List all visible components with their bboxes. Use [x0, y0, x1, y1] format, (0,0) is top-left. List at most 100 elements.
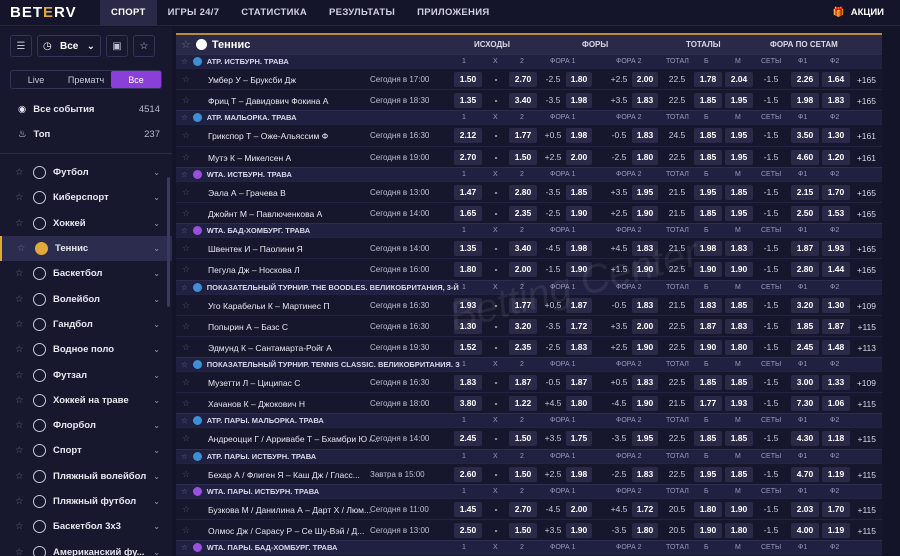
odds-b[interactable]: 1.87: [694, 318, 722, 334]
event-row[interactable]: ☆ Андреоцци Г / Арривабе Т – Бхамбри Ю /.…: [176, 427, 882, 449]
sidebar-sport-item[interactable]: ☆ Пляжный футбол ⌄: [0, 489, 172, 514]
odds-m[interactable]: 1.85: [725, 297, 753, 313]
event-teams[interactable]: Эдмунд К – Сантамарта-Ройг А: [208, 342, 332, 353]
more-markets-link[interactable]: +161: [856, 152, 876, 163]
star-icon[interactable]: ☆: [182, 377, 191, 388]
odds-o2[interactable]: 3.40: [509, 93, 537, 109]
odds-o1[interactable]: 2.45: [454, 431, 482, 447]
sidebar-sport-item[interactable]: ☆ Пляжный волейбол ⌄: [0, 464, 172, 489]
event-row[interactable]: ☆ Музетти Л – Циципас С Сегодня в 16:30 1.8…: [176, 371, 882, 393]
event-teams[interactable]: Джойнт М – Павлюченкова А: [208, 208, 323, 219]
odds-o1[interactable]: 1.35: [454, 93, 482, 109]
sidebar-sport-item[interactable]: ☆ Футбол ⌄: [0, 160, 172, 185]
odds-b[interactable]: 1.98: [694, 241, 722, 257]
odds-b[interactable]: 1.85: [694, 375, 722, 391]
star-icon[interactable]: ☆: [15, 420, 24, 432]
odds-f2o[interactable]: 1.83: [632, 93, 658, 109]
star-icon[interactable]: ☆: [182, 433, 191, 444]
star-icon[interactable]: ☆: [15, 546, 24, 556]
odds-sf2[interactable]: 1.48: [822, 339, 850, 355]
odds-b[interactable]: 1.85: [694, 205, 722, 221]
odds-o2[interactable]: 1.87: [509, 375, 537, 391]
odds-o2[interactable]: 2.70: [509, 501, 537, 517]
star-icon[interactable]: ☆: [15, 217, 24, 229]
star-icon[interactable]: ☆: [181, 451, 188, 461]
more-markets-link[interactable]: +165: [856, 208, 876, 219]
odds-f2o[interactable]: 1.90: [632, 205, 658, 221]
star-icon[interactable]: ☆: [15, 268, 24, 280]
star-icon[interactable]: ☆: [182, 130, 191, 141]
star-icon[interactable]: ☆: [182, 525, 191, 535]
sidebar-sport-item[interactable]: ☆ Баскетбол 3х3 ⌄: [0, 514, 172, 539]
odds-sf2[interactable]: 1.93: [822, 241, 850, 257]
star-icon[interactable]: ☆: [182, 151, 191, 162]
header-totals[interactable]: ТОТАЛЫ: [686, 40, 721, 49]
odds-b[interactable]: 1.85: [694, 93, 722, 109]
odds-sf2[interactable]: 1.70: [822, 501, 850, 517]
tab-sport[interactable]: СПОРТ: [100, 0, 157, 26]
odds-o1[interactable]: 2.60: [454, 466, 482, 482]
event-teams[interactable]: Эала А – Грачева В: [208, 187, 286, 198]
odds-f1o[interactable]: 2.00: [566, 501, 592, 517]
odds-sf2[interactable]: 1.83: [822, 93, 850, 109]
header-outcomes[interactable]: ИСХОДЫ: [474, 40, 510, 49]
tab-games[interactable]: ИГРЫ 24/7: [167, 7, 220, 18]
header-handicaps[interactable]: ФОРЫ: [582, 40, 609, 49]
sidebar-sport-item[interactable]: ☆ Водное поло ⌄: [0, 337, 172, 362]
odds-sf1[interactable]: 2.03: [791, 501, 819, 517]
odds-m[interactable]: 2.04: [725, 72, 753, 87]
more-markets-link[interactable]: +115: [857, 434, 876, 445]
event-row[interactable]: ☆ Мутэ К – Микелсен А Сегодня в 19:00 2.70 -…: [176, 145, 882, 167]
star-icon[interactable]: ☆: [15, 496, 24, 507]
odds-sf1[interactable]: 3.50: [791, 128, 819, 144]
more-markets-link[interactable]: +161: [856, 131, 876, 142]
odds-sf2[interactable]: 1.70: [822, 184, 850, 200]
star-icon[interactable]: ☆: [181, 113, 188, 123]
promo-link[interactable]: 🎁 АКЦИИ: [832, 7, 884, 18]
odds-m[interactable]: 1.95: [725, 128, 753, 144]
sidebar-sport-item[interactable]: ☆ Футзал ⌄: [0, 362, 172, 387]
odds-o2[interactable]: 2.70: [509, 72, 537, 87]
event-teams[interactable]: Пегула Дж – Носкова Л: [208, 265, 300, 276]
more-markets-link[interactable]: +115: [857, 526, 876, 536]
odds-sf1[interactable]: 4.00: [791, 523, 819, 538]
odds-b[interactable]: 1.90: [694, 523, 722, 538]
event-row[interactable]: ☆ Бузкова М / Данилина А – Дарт Х / Люм..…: [176, 497, 882, 519]
event-teams[interactable]: Швентек И – Паолини Я: [208, 244, 303, 255]
event-row[interactable]: ☆Бабош Т / Стефани Л – Киченок Л / Пере.…: [176, 554, 882, 556]
event-teams[interactable]: Мутэ К – Микелсен А: [208, 152, 292, 163]
more-markets-link[interactable]: +115: [857, 321, 876, 332]
odds-f1o[interactable]: 1.98: [566, 466, 592, 482]
odds-f2o[interactable]: 1.80: [632, 149, 658, 165]
star-icon[interactable]: ☆: [182, 186, 191, 197]
odds-sf1[interactable]: 2.80: [791, 262, 819, 278]
odds-b[interactable]: 1.78: [694, 72, 722, 87]
star-icon[interactable]: ☆: [15, 293, 24, 305]
odds-m[interactable]: 1.83: [725, 241, 753, 257]
odds-o1[interactable]: 1.65: [454, 205, 482, 221]
event-teams[interactable]: Уго Карабельи К – Мартинес П: [208, 300, 330, 311]
odds-m[interactable]: 1.80: [725, 523, 753, 538]
odds-sf1[interactable]: 1.87: [791, 241, 819, 257]
league-header[interactable]: ☆ WTA. ПАРЫ. ИСТБУРН. ТРАВА 1 X 2 ФОРА 1 ФОРА …: [176, 483, 882, 498]
league-header[interactable]: ☆ ATP. ИСТБУРН. ТРАВА 1 X 2 ФОРА 1 ФОРА 2 ТОТАЛ…: [176, 54, 882, 68]
odds-f2o[interactable]: 1.90: [632, 262, 658, 278]
event-row[interactable]: ☆ Эдмунд К – Сантамарта-Ройг А Сегодня в 1…: [176, 335, 882, 358]
sidebar-sport-item[interactable]: ☆ Баскетбол ⌄: [0, 261, 172, 286]
odds-b[interactable]: 1.85: [694, 149, 722, 165]
odds-sf2[interactable]: 1.87: [822, 318, 850, 334]
star-icon[interactable]: ☆: [15, 318, 24, 330]
odds-f1o[interactable]: 1.90: [566, 523, 592, 538]
odds-o2[interactable]: 1.77: [509, 297, 537, 313]
odds-b[interactable]: 1.90: [694, 262, 722, 278]
event-row[interactable]: ☆ Швентек И – Паолини Я Сегодня в 14:00 1.3…: [176, 237, 882, 259]
more-markets-link[interactable]: +165: [856, 244, 876, 255]
odds-f2o[interactable]: 1.83: [632, 128, 658, 144]
event-teams[interactable]: Фриц Т – Давидович Фокина А: [208, 96, 329, 107]
odds-f2o[interactable]: 2.00: [632, 72, 658, 87]
odds-o2[interactable]: 2.35: [509, 339, 537, 355]
star-icon[interactable]: ☆: [15, 344, 24, 356]
odds-f1o[interactable]: 1.90: [566, 262, 592, 278]
tab-statistics[interactable]: СТАТИСТИКА: [241, 7, 308, 18]
star-icon[interactable]: ☆: [182, 398, 191, 409]
